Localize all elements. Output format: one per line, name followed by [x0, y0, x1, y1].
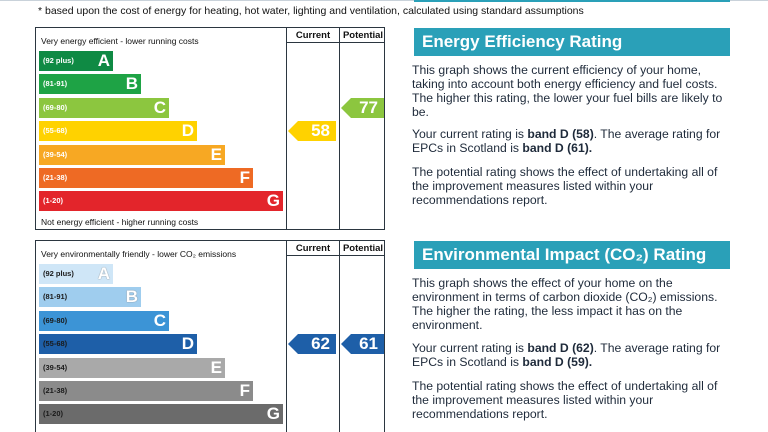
- band-range-label: (55-68): [43, 126, 68, 136]
- energy-potential-explanation: The potential rating shows the effect of…: [412, 165, 718, 207]
- band-letter: G: [266, 404, 280, 424]
- ee-band-a: (92 plus) A: [39, 51, 113, 71]
- inefficient-caption: Not energy efficient - higher running co…: [41, 217, 199, 227]
- band-range-label: (1-20): [43, 409, 64, 419]
- ee-band-e: (39-54) E: [39, 144, 225, 165]
- band-letter: D: [181, 121, 194, 141]
- energy-average-band: band D (61).: [522, 141, 593, 155]
- potential-column-divider: [339, 241, 340, 432]
- band-range-label: (1-20): [43, 196, 64, 206]
- energy-efficiency-heading: Energy Efficiency Rating: [414, 28, 730, 56]
- band-range-label: (69-80): [43, 102, 68, 112]
- ee-band-b: (81-91) B: [39, 74, 141, 95]
- column-header-rule: [286, 255, 384, 256]
- band-letter: A: [97, 264, 110, 283]
- energy-current-rating-text: Your current rating is band D (58). The …: [412, 127, 721, 155]
- energy-efficiency-chart: Current Potential Very energy efficient …: [35, 27, 385, 230]
- band-letter: B: [125, 74, 138, 94]
- ee-potential-arrow: 77: [341, 97, 384, 118]
- ee-band-c: (69-80) C: [39, 97, 169, 118]
- potential-column-header: Potential: [342, 243, 384, 254]
- ei-band-c: (69-80) C: [39, 310, 169, 331]
- impact-potential-explanation: The potential rating shows the effect of…: [412, 379, 718, 421]
- energy-current-band: band D (58): [527, 127, 594, 141]
- current-column-header: Current: [295, 243, 331, 254]
- band-range-label: (81-91): [43, 292, 68, 302]
- band-letter: G: [266, 191, 280, 211]
- ei-band-d: (55-68) D: [39, 334, 197, 355]
- top-border: [0, 0, 768, 1]
- ee-band-g: (1-20) G: [39, 191, 283, 212]
- ei-band-g: (1-20) G: [39, 404, 283, 425]
- potential-column-divider: [339, 28, 340, 229]
- band-range-label: (39-54): [43, 362, 68, 372]
- band-range-label: (21-38): [43, 386, 68, 395]
- band-letter: E: [210, 357, 222, 377]
- ee-current-value: 58: [311, 121, 330, 141]
- band-letter: D: [181, 334, 194, 354]
- environmental-impact-description: This graph shows the effect of your home…: [412, 276, 718, 332]
- ei-band-f: (21-38) F: [39, 381, 253, 401]
- band-letter: A: [97, 51, 110, 70]
- band-letter: F: [239, 168, 250, 187]
- ei-current-arrow: 62: [288, 334, 336, 355]
- energy-efficiency-description: This graph shows the current efficiency …: [412, 63, 723, 119]
- friendly-caption: Very environmentally friendly - lower CO…: [41, 249, 237, 259]
- band-letter: E: [210, 144, 222, 164]
- band-range-label: (92 plus): [43, 56, 74, 65]
- potential-column-header: Potential: [342, 30, 384, 41]
- current-column-header: Current: [295, 30, 331, 41]
- band-range-label: (55-68): [43, 339, 68, 349]
- environmental-impact-chart: Current Potential Very environmentally f…: [35, 240, 385, 432]
- impact-average-band: band D (59).: [522, 355, 593, 369]
- cost-footnote: * based upon the cost of energy for heat…: [38, 5, 584, 17]
- column-header-rule: [286, 42, 384, 43]
- ei-potential-arrow: 61: [341, 334, 384, 355]
- ei-band-e: (39-54) E: [39, 357, 225, 378]
- band-range-label: (39-54): [43, 149, 68, 159]
- band-range-label: (81-91): [43, 79, 68, 89]
- ei-band-a: (92 plus) A: [39, 264, 113, 284]
- band-letter: C: [153, 97, 166, 117]
- band-range-label: (69-80): [43, 315, 68, 325]
- band-letter: C: [153, 310, 166, 330]
- band-range-label: (92 plus): [43, 269, 74, 278]
- ee-band-d: (55-68) D: [39, 121, 197, 142]
- ee-band-f: (21-38) F: [39, 168, 253, 188]
- band-letter: F: [239, 381, 250, 400]
- environmental-impact-heading: Environmental Impact (CO₂) Rating: [414, 241, 730, 269]
- impact-current-rating-text: Your current rating is band D (62). The …: [412, 341, 721, 369]
- efficient-caption: Very energy efficient - lower running co…: [41, 36, 199, 46]
- current-column-divider: [286, 28, 287, 229]
- current-column-divider: [286, 241, 287, 432]
- band-letter: B: [125, 287, 138, 307]
- ee-current-arrow: 58: [288, 121, 336, 142]
- top-accent-bar: [414, 0, 730, 2]
- impact-current-band: band D (62): [527, 341, 594, 355]
- ee-potential-value: 77: [359, 97, 378, 117]
- band-range-label: (21-38): [43, 173, 68, 182]
- ei-potential-value: 61: [359, 334, 378, 354]
- ei-current-value: 62: [311, 334, 330, 354]
- ei-band-b: (81-91) B: [39, 287, 141, 308]
